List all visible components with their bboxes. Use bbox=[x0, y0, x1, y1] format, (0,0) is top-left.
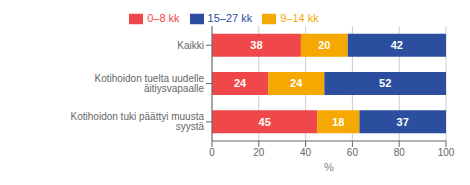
html-text:0–8 kk: 0–8 kk bbox=[147, 12, 180, 24]
svg-text:80: 80 bbox=[394, 147, 406, 158]
svg-text:45: 45 bbox=[259, 116, 271, 128]
svg-text:38: 38 bbox=[250, 39, 262, 51]
svg-text:42: 42 bbox=[391, 39, 403, 51]
svg-text:24: 24 bbox=[234, 77, 247, 89]
svg-text:24: 24 bbox=[290, 77, 303, 89]
svg-text:40: 40 bbox=[300, 147, 312, 158]
svg-text:52: 52 bbox=[379, 77, 391, 89]
svg-text:Kotihoidon tuki päättyi muusta: Kotihoidon tuki päättyi muustasyystä bbox=[71, 111, 205, 132]
svg-text:Kotihoidon tuelta uudelleäitiy: Kotihoidon tuelta uudelleäitiysvapaalle bbox=[94, 73, 204, 94]
svg-text:20: 20 bbox=[318, 39, 330, 51]
svg-text:60: 60 bbox=[347, 147, 359, 158]
svg-text:100: 100 bbox=[438, 147, 455, 158]
svg-text:%: % bbox=[324, 161, 334, 173]
svg-text:Kaikki: Kaikki bbox=[177, 40, 204, 51]
svg-text:18: 18 bbox=[332, 116, 344, 128]
html-text:15–27 kk: 15–27 kk bbox=[207, 12, 253, 24]
svg-text:37: 37 bbox=[397, 116, 409, 128]
html-text:9–14 kk: 9–14 kk bbox=[280, 12, 319, 24]
svg-text:20: 20 bbox=[253, 147, 265, 158]
svg-text:0: 0 bbox=[209, 147, 215, 158]
